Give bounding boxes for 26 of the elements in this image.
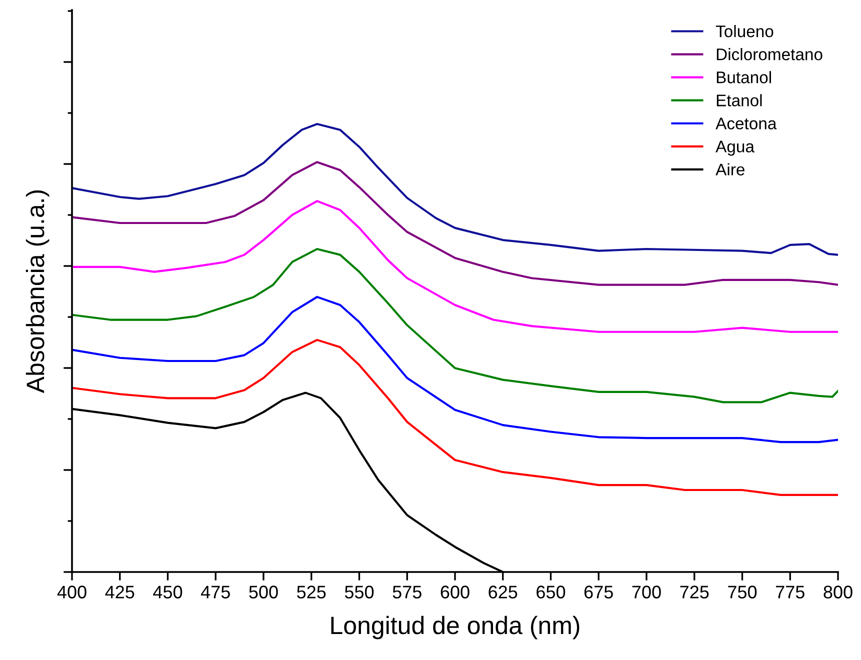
legend-label: Etanol [716, 94, 762, 106]
legend-label: Diclorometano [716, 48, 822, 60]
x-tick-label: 650 [536, 586, 566, 598]
x-tick-label: 475 [200, 586, 230, 598]
legend-label: Agua [716, 140, 754, 156]
x-tick-label: 600 [440, 586, 470, 598]
x-tick-label: 400 [57, 586, 86, 598]
x-tick-label: 700 [632, 586, 661, 598]
x-tick-label: 575 [392, 586, 422, 598]
x-tick-label: 450 [153, 586, 182, 598]
x-tick-label: 800 [824, 586, 852, 598]
x-tick-label: 425 [105, 586, 134, 598]
legend-label: Aire [716, 163, 744, 176]
x-tick-label: 775 [776, 586, 804, 598]
y-axis-title: Absorbancia (u.a.) [26, 190, 50, 394]
x-tick-label: 550 [344, 586, 374, 598]
legend-label: Acetona [716, 118, 777, 130]
x-tick-label: 725 [680, 586, 709, 598]
x-tick-label: 750 [728, 586, 757, 598]
x-axis-title: Longitud de onda (nm) [331, 616, 580, 640]
legend-label: Tolueno [716, 25, 774, 38]
x-tick-label: 675 [584, 586, 613, 598]
x-tick-label: 500 [249, 586, 278, 598]
x-tick-label: 525 [297, 586, 326, 598]
legend-label: Butanol [716, 71, 771, 84]
x-tick-label: 625 [488, 586, 518, 598]
